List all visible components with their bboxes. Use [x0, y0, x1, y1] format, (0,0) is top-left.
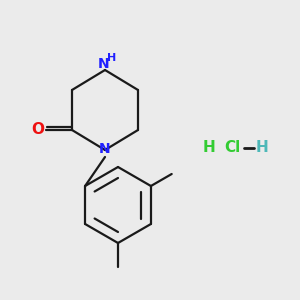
- Text: H: H: [107, 53, 117, 63]
- Text: O: O: [32, 122, 44, 137]
- Text: H: H: [256, 140, 269, 155]
- Text: Cl: Cl: [224, 140, 240, 155]
- Text: N: N: [99, 142, 111, 156]
- Text: H: H: [202, 140, 215, 155]
- Text: N: N: [98, 57, 110, 71]
